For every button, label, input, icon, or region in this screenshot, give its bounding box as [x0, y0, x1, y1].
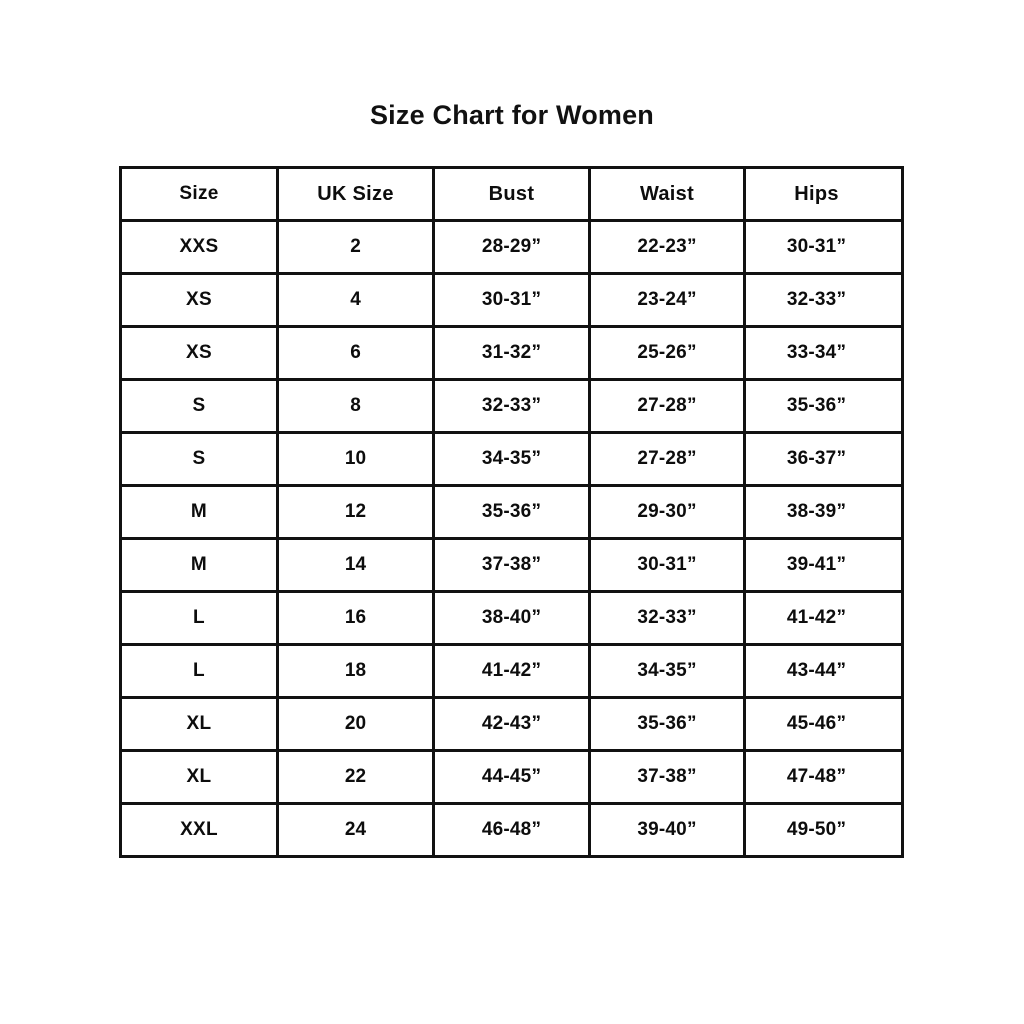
- cell-waist: 30-31”: [588, 537, 746, 593]
- table-row: XL 20 42-43” 35-36” 45-46”: [119, 696, 904, 752]
- cell-hips: 32-33”: [743, 272, 904, 328]
- cell-bust: 28-29”: [432, 219, 591, 275]
- cell-uk-size: 16: [276, 590, 435, 646]
- table-row: XXL 24 46-48” 39-40” 49-50”: [119, 802, 904, 858]
- table-row: S 8 32-33” 27-28” 35-36”: [119, 378, 904, 434]
- cell-hips: 33-34”: [743, 325, 904, 381]
- cell-uk-size: 22: [276, 749, 435, 805]
- cell-waist: 22-23”: [588, 219, 746, 275]
- column-header-uk-size: UK Size: [276, 166, 435, 222]
- table-header: Size UK Size Bust Waist Hips: [119, 166, 904, 222]
- cell-waist: 23-24”: [588, 272, 746, 328]
- cell-uk-size: 4: [276, 272, 435, 328]
- cell-bust: 42-43”: [432, 696, 591, 752]
- cell-hips: 43-44”: [743, 643, 904, 699]
- cell-bust: 38-40”: [432, 590, 591, 646]
- table-header-row: Size UK Size Bust Waist Hips: [119, 166, 904, 222]
- cell-bust: 44-45”: [432, 749, 591, 805]
- cell-size: XS: [119, 272, 279, 328]
- cell-waist: 25-26”: [588, 325, 746, 381]
- cell-bust: 41-42”: [432, 643, 591, 699]
- cell-waist: 37-38”: [588, 749, 746, 805]
- cell-size: S: [119, 378, 279, 434]
- table-row: L 16 38-40” 32-33” 41-42”: [119, 590, 904, 646]
- cell-waist: 35-36”: [588, 696, 746, 752]
- cell-waist: 39-40”: [588, 802, 746, 858]
- column-header-bust: Bust: [432, 166, 591, 222]
- cell-hips: 47-48”: [743, 749, 904, 805]
- cell-hips: 36-37”: [743, 431, 904, 487]
- cell-uk-size: 10: [276, 431, 435, 487]
- cell-hips: 41-42”: [743, 590, 904, 646]
- cell-hips: 38-39”: [743, 484, 904, 540]
- cell-hips: 39-41”: [743, 537, 904, 593]
- table-body: XXS 2 28-29” 22-23” 30-31” XS 4 30-31” 2…: [119, 219, 904, 858]
- table-row: L 18 41-42” 34-35” 43-44”: [119, 643, 904, 699]
- cell-size: L: [119, 590, 279, 646]
- column-header-waist: Waist: [588, 166, 746, 222]
- table-row: XL 22 44-45” 37-38” 47-48”: [119, 749, 904, 805]
- table-row: M 14 37-38” 30-31” 39-41”: [119, 537, 904, 593]
- cell-waist: 32-33”: [588, 590, 746, 646]
- cell-hips: 30-31”: [743, 219, 904, 275]
- table-row: S 10 34-35” 27-28” 36-37”: [119, 431, 904, 487]
- cell-uk-size: 12: [276, 484, 435, 540]
- cell-hips: 35-36”: [743, 378, 904, 434]
- cell-hips: 49-50”: [743, 802, 904, 858]
- cell-size: XXL: [119, 802, 279, 858]
- cell-bust: 30-31”: [432, 272, 591, 328]
- column-header-hips: Hips: [743, 166, 904, 222]
- cell-size: XL: [119, 696, 279, 752]
- cell-uk-size: 24: [276, 802, 435, 858]
- cell-size: XL: [119, 749, 279, 805]
- cell-waist: 27-28”: [588, 431, 746, 487]
- page-title: Size Chart for Women: [369, 100, 655, 130]
- cell-uk-size: 6: [276, 325, 435, 381]
- cell-bust: 31-32”: [432, 325, 591, 381]
- cell-waist: 27-28”: [588, 378, 746, 434]
- cell-bust: 46-48”: [432, 802, 591, 858]
- table-row: M 12 35-36” 29-30” 38-39”: [119, 484, 904, 540]
- column-header-size: Size: [119, 166, 279, 222]
- size-table-container: Size UK Size Bust Waist Hips XXS 2 28-29…: [119, 166, 904, 858]
- cell-hips: 45-46”: [743, 696, 904, 752]
- cell-size: XXS: [119, 219, 279, 275]
- cell-size: M: [119, 484, 279, 540]
- cell-size: L: [119, 643, 279, 699]
- cell-size: M: [119, 537, 279, 593]
- cell-size: S: [119, 431, 279, 487]
- cell-uk-size: 18: [276, 643, 435, 699]
- cell-uk-size: 20: [276, 696, 435, 752]
- table-row: XS 6 31-32” 25-26” 33-34”: [119, 325, 904, 381]
- cell-bust: 32-33”: [432, 378, 591, 434]
- cell-uk-size: 14: [276, 537, 435, 593]
- cell-bust: 35-36”: [432, 484, 591, 540]
- table-row: XXS 2 28-29” 22-23” 30-31”: [119, 219, 904, 275]
- table-row: XS 4 30-31” 23-24” 32-33”: [119, 272, 904, 328]
- size-chart-table: Size UK Size Bust Waist Hips XXS 2 28-29…: [119, 166, 904, 858]
- cell-uk-size: 8: [276, 378, 435, 434]
- cell-uk-size: 2: [276, 219, 435, 275]
- cell-waist: 34-35”: [588, 643, 746, 699]
- cell-bust: 34-35”: [432, 431, 591, 487]
- cell-size: XS: [119, 325, 279, 381]
- cell-waist: 29-30”: [588, 484, 746, 540]
- cell-bust: 37-38”: [432, 537, 591, 593]
